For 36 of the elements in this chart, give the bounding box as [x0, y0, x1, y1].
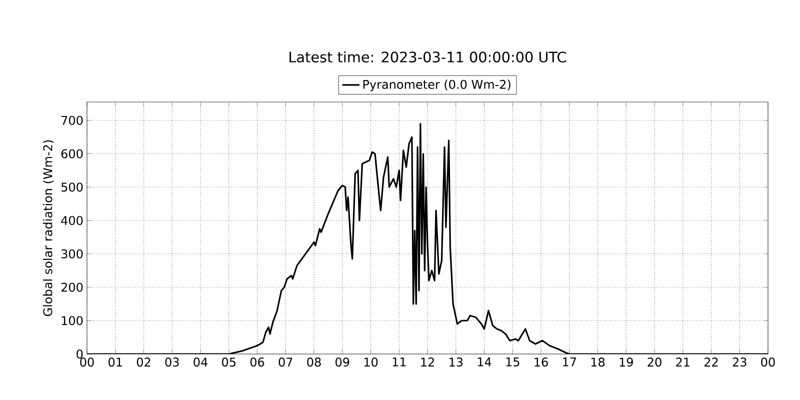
y-tick-label: 300	[61, 249, 83, 258]
x-tick-label: 01	[108, 358, 122, 367]
x-tick-label: 07	[278, 358, 292, 367]
x-tick-label: 03	[165, 358, 179, 367]
x-tick-label: 17	[563, 358, 576, 366]
y-tick-label: 0	[76, 349, 83, 359]
y-axis-title: Global solar radiation (Wm-2)	[43, 140, 54, 316]
x-tick-label: 10	[364, 358, 378, 367]
y-tick-label: 400	[61, 216, 83, 226]
x-tick-label: 14	[478, 358, 492, 366]
x-tick-label: 23	[732, 358, 746, 367]
x-tick-label: 02	[136, 358, 150, 367]
x-tick-label: 22	[704, 358, 718, 366]
x-tick-label: 12	[421, 358, 434, 366]
y-tick-label: 700	[62, 116, 83, 125]
y-tick-label: 600	[61, 149, 83, 158]
chart-title: Latest time: 2023-03-11 00:00:00 UTC	[290, 51, 566, 62]
x-tick-label: 09	[336, 358, 350, 367]
x-tick-label: 04	[194, 358, 208, 367]
x-tick-label: 06	[250, 358, 264, 367]
y-tick-label: 100	[62, 316, 83, 326]
x-tick-label: 08	[307, 358, 321, 367]
x-tick-label: 00	[80, 358, 94, 367]
x-tick-label: 20	[648, 358, 662, 367]
x-tick-label: 16	[534, 358, 548, 367]
x-tick-label: 19	[620, 358, 633, 367]
x-tick-label: 11	[392, 358, 406, 366]
y-tick-label: 500	[61, 182, 83, 192]
legend-label: Pyranometer (0.0 Wm-2)	[363, 80, 510, 92]
x-tick-label: 21	[676, 358, 690, 366]
x-tick-label: 00	[761, 358, 775, 367]
x-tick-label: 05	[222, 358, 236, 367]
x-tick-label: 15	[506, 358, 520, 366]
x-tick-label: 13	[450, 358, 463, 367]
x-tick-label: 18	[591, 358, 605, 367]
y-tick-label: 200	[61, 282, 83, 292]
